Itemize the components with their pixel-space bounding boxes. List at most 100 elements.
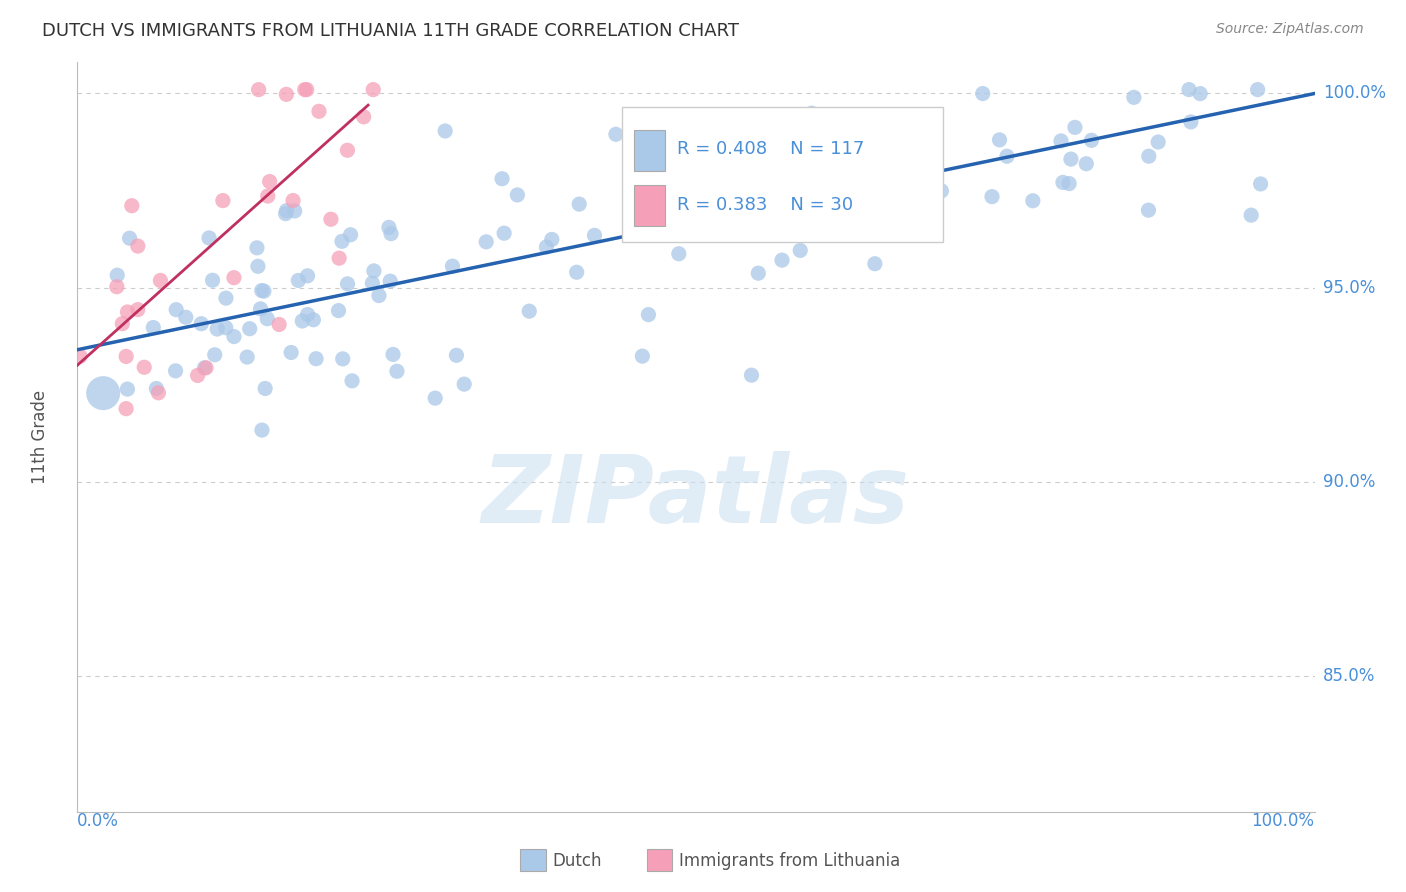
Point [800, 106, 823, 120]
Point [1250, 177, 1272, 191]
Point [195, 360, 218, 375]
Point [769, 199, 792, 213]
Text: 100.0%: 100.0% [1251, 812, 1315, 830]
Point [883, 208, 905, 222]
Point [69, 349, 91, 363]
Point [246, 260, 269, 274]
Text: Source: ZipAtlas.com: Source: ZipAtlas.com [1216, 22, 1364, 37]
Point [247, 82, 270, 96]
Point [302, 312, 325, 326]
Point [380, 227, 402, 241]
Point [363, 264, 385, 278]
Point [799, 196, 821, 211]
Bar [634, 185, 665, 226]
Point [204, 348, 226, 362]
Point [789, 244, 811, 258]
Point [1060, 152, 1083, 166]
Point [361, 276, 384, 290]
Point [276, 203, 298, 218]
Point [284, 203, 307, 218]
Point [425, 391, 447, 405]
Text: 11th Grade: 11th Grade [31, 390, 49, 484]
Point [205, 322, 228, 336]
Point [142, 320, 165, 334]
Point [215, 291, 238, 305]
Point [631, 349, 654, 363]
Point [747, 266, 769, 280]
Point [1178, 82, 1201, 96]
Point [254, 382, 277, 396]
Point [305, 351, 328, 366]
Point [654, 224, 676, 238]
Point [672, 216, 695, 230]
Point [117, 382, 139, 396]
Point [583, 228, 606, 243]
Point [1180, 115, 1202, 129]
Point [981, 189, 1004, 203]
Point [565, 265, 588, 279]
Point [215, 320, 238, 334]
Point [193, 360, 215, 375]
Point [330, 235, 353, 249]
Point [239, 321, 262, 335]
Point [259, 175, 281, 189]
Point [382, 347, 405, 361]
Text: R = 0.408    N = 117: R = 0.408 N = 117 [678, 140, 865, 158]
Point [287, 273, 309, 287]
Point [280, 345, 302, 359]
Point [332, 351, 354, 366]
Point [165, 364, 187, 378]
Point [540, 232, 562, 246]
Point [668, 246, 690, 260]
Point [328, 303, 350, 318]
Point [568, 197, 591, 211]
Point [105, 279, 128, 293]
Text: 100.0%: 100.0% [1323, 85, 1386, 103]
Point [368, 288, 391, 302]
Point [804, 202, 827, 217]
Point [361, 82, 384, 96]
Point [276, 87, 298, 102]
Point [740, 148, 762, 162]
Point [1137, 149, 1160, 163]
Text: 90.0%: 90.0% [1323, 473, 1375, 491]
Point [995, 149, 1018, 163]
Point [813, 178, 835, 192]
Point [198, 231, 221, 245]
Point [900, 191, 922, 205]
Point [988, 133, 1011, 147]
Point [148, 385, 170, 400]
Point [1189, 87, 1212, 101]
Text: DUTCH VS IMMIGRANTS FROM LITHUANIA 11TH GRADE CORRELATION CHART: DUTCH VS IMMIGRANTS FROM LITHUANIA 11TH … [42, 22, 740, 40]
Point [1137, 203, 1160, 218]
Point [863, 257, 886, 271]
Point [1147, 135, 1170, 149]
Point [1022, 194, 1045, 208]
Point [201, 273, 224, 287]
Point [297, 308, 319, 322]
Point [792, 192, 814, 206]
Point [236, 350, 259, 364]
FancyBboxPatch shape [621, 107, 943, 243]
Point [246, 241, 269, 255]
Point [295, 82, 318, 96]
Point [475, 235, 498, 249]
Point [212, 194, 235, 208]
Point [1122, 90, 1144, 104]
Point [190, 317, 212, 331]
Point [605, 128, 627, 142]
Point [111, 317, 134, 331]
Point [353, 110, 375, 124]
Text: Immigrants from Lithuania: Immigrants from Lithuania [679, 852, 900, 870]
Point [339, 227, 361, 242]
Point [174, 310, 197, 325]
Point [250, 284, 273, 298]
Point [117, 305, 139, 319]
Point [319, 212, 342, 227]
Point [1240, 208, 1263, 222]
Point [121, 199, 143, 213]
Point [863, 196, 886, 211]
Point [830, 196, 852, 211]
Point [308, 104, 330, 119]
Point [328, 251, 350, 265]
